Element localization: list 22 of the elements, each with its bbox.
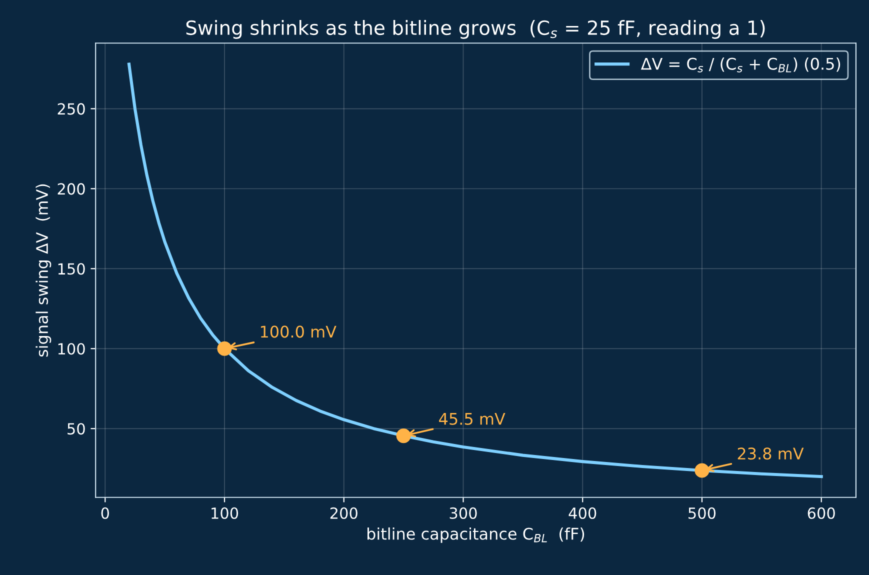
x-tick-label: 100 [212, 507, 238, 519]
y-tick-label: 250 [58, 103, 85, 115]
y-tick-label: 150 [58, 263, 85, 275]
y-axis-title: signal swing ΔV (mV) [36, 184, 52, 357]
x-tick-label: 0 [101, 507, 109, 519]
x-tick-label: 400 [568, 507, 596, 519]
annotation: 45.5 mV [439, 413, 506, 425]
y-tick-label: 200 [58, 183, 85, 195]
y-tick-label: 50 [68, 423, 85, 435]
point [217, 341, 232, 356]
annotation: 23.8 mV [738, 448, 804, 460]
annotation: 100.0 mV [260, 326, 336, 338]
point [396, 428, 411, 444]
point [694, 463, 710, 478]
chart-title: Swing shrinks as the bitline grows (C$_{s}$ = 25 fF, reading a 1) [186, 20, 765, 39]
x-tick-label: 200 [330, 507, 358, 519]
y-tick-label: 100 [58, 343, 85, 355]
x-tick-label: 300 [450, 507, 477, 519]
x-tick-label: 500 [688, 507, 716, 519]
legend-label: ΔV = C$_{s}$ / (C$_{s}$ + C$_{BL}$) (0.5) [640, 58, 840, 72]
x-axis-title: bitline capacitance C$_{BL}$ (fF) [368, 527, 584, 543]
x-tick-label: 600 [808, 507, 835, 519]
